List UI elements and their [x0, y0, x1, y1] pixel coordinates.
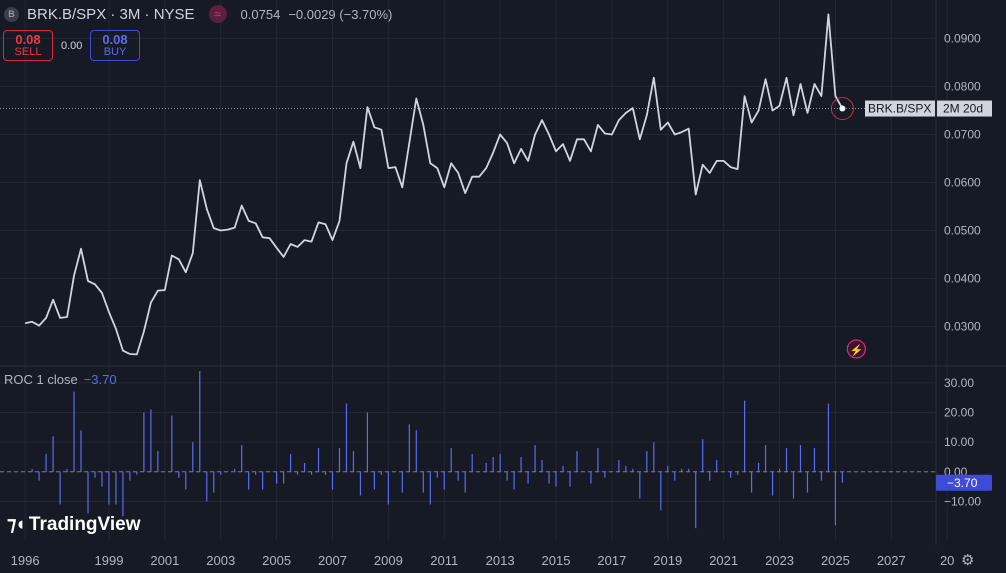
indicator-value: −3.70	[83, 372, 117, 387]
gear-icon[interactable]: ⚙	[961, 552, 975, 569]
x-tick-label: 2023	[765, 553, 794, 568]
indicator-label: ROC 1 close	[4, 372, 78, 387]
tradingview-logo-icon: ⁊◖	[7, 514, 26, 535]
price-y-tick-label: 0.0300	[944, 320, 981, 334]
x-tick-label: 2019	[653, 553, 682, 568]
indicator-legend[interactable]: ROC 1 close −3.70	[4, 372, 117, 387]
x-tick-label: 2009	[374, 553, 403, 568]
x-tick-label: 2025	[821, 553, 850, 568]
price-tag-symbol: BRK.B/SPX	[868, 102, 931, 116]
x-tick-label: 1996	[11, 553, 40, 568]
price-y-tick-label: 0.0600	[944, 176, 981, 190]
lightning-icon	[846, 339, 866, 359]
roc-y-tick-label: 30.00	[944, 376, 974, 390]
sell-price: 0.08	[15, 31, 41, 47]
sell-button[interactable]: 0.08 SELL	[3, 30, 53, 61]
x-tick-label: 2001	[150, 553, 179, 568]
buy-button[interactable]: 0.08 BUY	[90, 30, 140, 61]
price-tag-countdown: 2M 20d	[943, 102, 983, 116]
sell-label: SELL	[14, 45, 42, 58]
last-point	[839, 105, 846, 112]
x-tick-label: 2027	[877, 553, 906, 568]
price-y-tick-label: 0.0700	[944, 127, 981, 141]
x-tick-label: 2007	[318, 553, 347, 568]
x-tick-label: 2021	[709, 553, 738, 568]
last-point-ring	[830, 97, 854, 121]
symbol-title[interactable]: BRK.B/SPX · 3M · NYSE	[27, 5, 195, 23]
x-tick-label: 2017	[597, 553, 626, 568]
spread-value: 0.00	[61, 40, 83, 52]
x-tick-label: 2011	[430, 553, 458, 568]
x-tick-label: 2005	[262, 553, 291, 568]
x-tick-label: 2015	[542, 553, 571, 568]
roc-tag-box	[936, 474, 992, 491]
price-change: −0.0029 (−3.70%)	[288, 6, 393, 22]
price-line	[24, 13, 844, 356]
price-y-tick-label: 0.0900	[944, 31, 981, 45]
roc-y-tick-label: −10.00	[944, 494, 981, 508]
brand-name: TradingView	[28, 513, 141, 535]
price-tag-symbol-box	[865, 100, 935, 117]
lightning-glyph: ⚡	[850, 344, 864, 357]
roc-tag-value: −3.70	[947, 476, 978, 490]
buy-label: BUY	[103, 45, 127, 58]
last-price: 0.0754	[240, 6, 281, 22]
price-y-tick-label: 0.0400	[944, 272, 981, 286]
tradingview-logo[interactable]: ⁊◖ TradingView	[7, 513, 141, 536]
chart-header: B BRK.B/SPX · 3M · NYSE ≈ 0.0754 −0.0029…	[4, 4, 392, 24]
price-y-tick-label: 0.0500	[944, 224, 981, 238]
price-y-tick-label: 0.0800	[944, 79, 981, 93]
x-tick-label: 2003	[206, 553, 235, 568]
x-tick-label: 1999	[95, 553, 124, 568]
roc-y-tick-label: 20.00	[944, 405, 974, 419]
price-tag-countdown-box	[937, 100, 992, 117]
symbol-logo-icon: B	[4, 6, 19, 22]
roc-y-tick-label: 10.00	[944, 435, 974, 449]
buy-price: 0.08	[102, 31, 128, 47]
replay-icon[interactable]: ≈	[208, 5, 227, 23]
x-tick-label: 20	[940, 553, 954, 568]
x-tick-label: 2013	[486, 553, 515, 568]
